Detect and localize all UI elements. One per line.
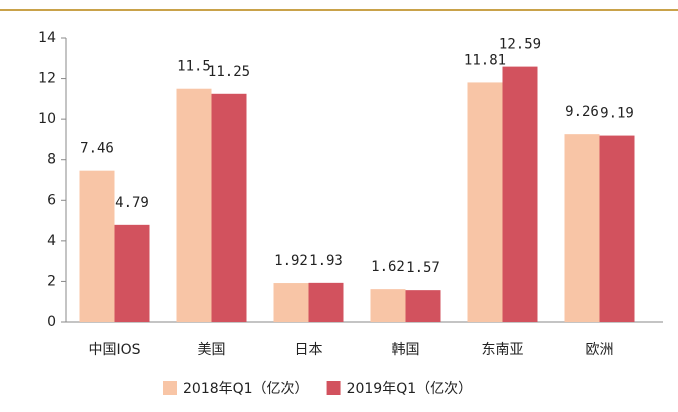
value-label: 9.19 [600,106,634,122]
bar [79,170,115,322]
value-label: 1.92 [274,253,308,269]
bar [370,289,406,322]
legend-swatch [163,381,177,395]
x-tick-label: 东南亚 [482,342,524,358]
value-label: 12.59 [499,37,541,53]
y-tick-label: 14 [38,30,56,46]
bar [467,82,503,322]
bar [405,290,441,322]
bar [564,134,600,322]
value-label: 4.79 [115,195,149,211]
x-tick-label: 中国IOS [88,342,140,358]
value-label: 1.57 [406,260,440,276]
value-label: 11.25 [208,64,250,80]
bar [502,66,538,322]
bar [308,282,344,322]
y-tick-label: 0 [47,314,56,330]
y-tick-label: 10 [38,111,56,127]
x-tick-label: 欧洲 [586,342,614,358]
value-label: 11.81 [464,52,506,68]
bar [114,224,150,322]
value-label: 11.5 [177,59,211,75]
x-tick-label: 韩国 [392,342,420,358]
y-tick-label: 6 [47,192,56,208]
legend-label: 2018年Q1（亿次） [183,381,309,397]
value-label: 7.46 [80,141,114,157]
bar [211,93,247,323]
y-tick-label: 12 [38,71,56,87]
y-tick-label: 2 [47,273,56,289]
y-tick-label: 4 [47,233,56,249]
y-tick-label: 8 [47,152,56,168]
value-label: 1.93 [309,253,343,269]
x-tick-label: 美国 [198,342,226,358]
value-label: 9.26 [565,104,599,120]
x-tick-label: 日本 [295,342,323,358]
legend-swatch [326,381,341,395]
bar [599,135,635,322]
legend-label: 2019年Q1（亿次） [347,381,473,397]
value-label: 1.62 [371,259,405,275]
bar [176,88,212,322]
bar [273,283,309,322]
